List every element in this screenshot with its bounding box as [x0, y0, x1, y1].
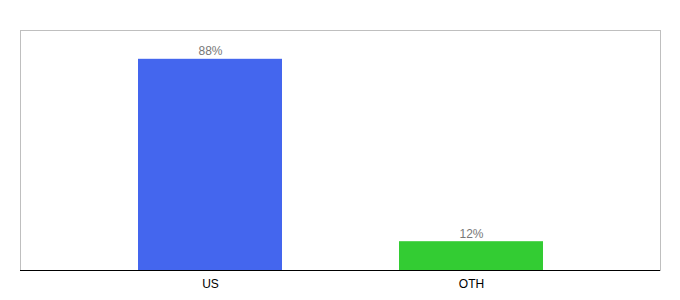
svg-text:OTH: OTH	[459, 277, 484, 291]
svg-text:12%: 12%	[459, 227, 483, 241]
svg-text:88%: 88%	[198, 44, 222, 58]
svg-text:US: US	[202, 277, 219, 291]
